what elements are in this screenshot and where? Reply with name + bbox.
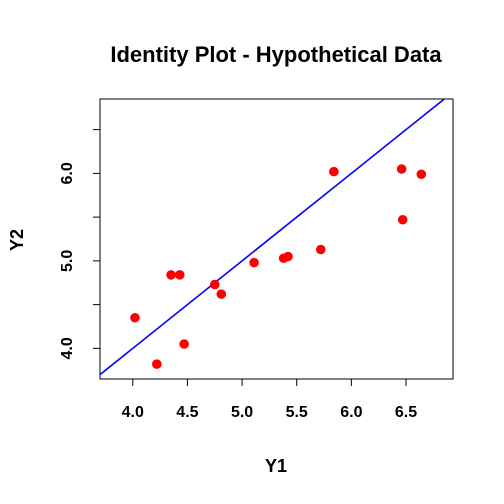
plot-frame <box>99 98 454 380</box>
chart-title: Identity Plot - Hypothetical Data <box>110 42 442 67</box>
data-point <box>179 339 189 349</box>
data-point <box>397 214 408 225</box>
x-tick-label: 5.5 <box>286 404 308 421</box>
data-point <box>315 244 326 255</box>
x-tick-label: 6.5 <box>395 404 417 421</box>
plot-area: 4.0 4.5 5.0 5.5 6.0 6.5 4.0 5.0 6.0 <box>59 98 454 421</box>
data-point <box>174 270 185 280</box>
data-point <box>152 359 162 369</box>
y-tick-label: 4.0 <box>59 337 76 359</box>
x-tick-label: 6.0 <box>340 404 362 421</box>
data-point <box>283 251 293 262</box>
data-point <box>416 169 427 180</box>
data-point <box>396 164 407 174</box>
x-tick-label: 5.0 <box>231 404 253 421</box>
x-tick-label: 4.0 <box>122 404 144 421</box>
y-axis-label: Y2 <box>7 229 27 251</box>
data-point <box>130 312 140 323</box>
data-point <box>249 257 259 268</box>
data-point <box>216 289 227 299</box>
data-point <box>166 270 176 280</box>
data-point <box>209 279 220 290</box>
x-tick-label: 4.5 <box>176 404 198 421</box>
y-tick-label: 5.0 <box>59 250 76 272</box>
x-axis-label: Y1 <box>265 456 287 476</box>
y-tick-label: 6.0 <box>59 162 76 184</box>
identity-line <box>99 98 445 376</box>
data-point <box>329 166 339 177</box>
